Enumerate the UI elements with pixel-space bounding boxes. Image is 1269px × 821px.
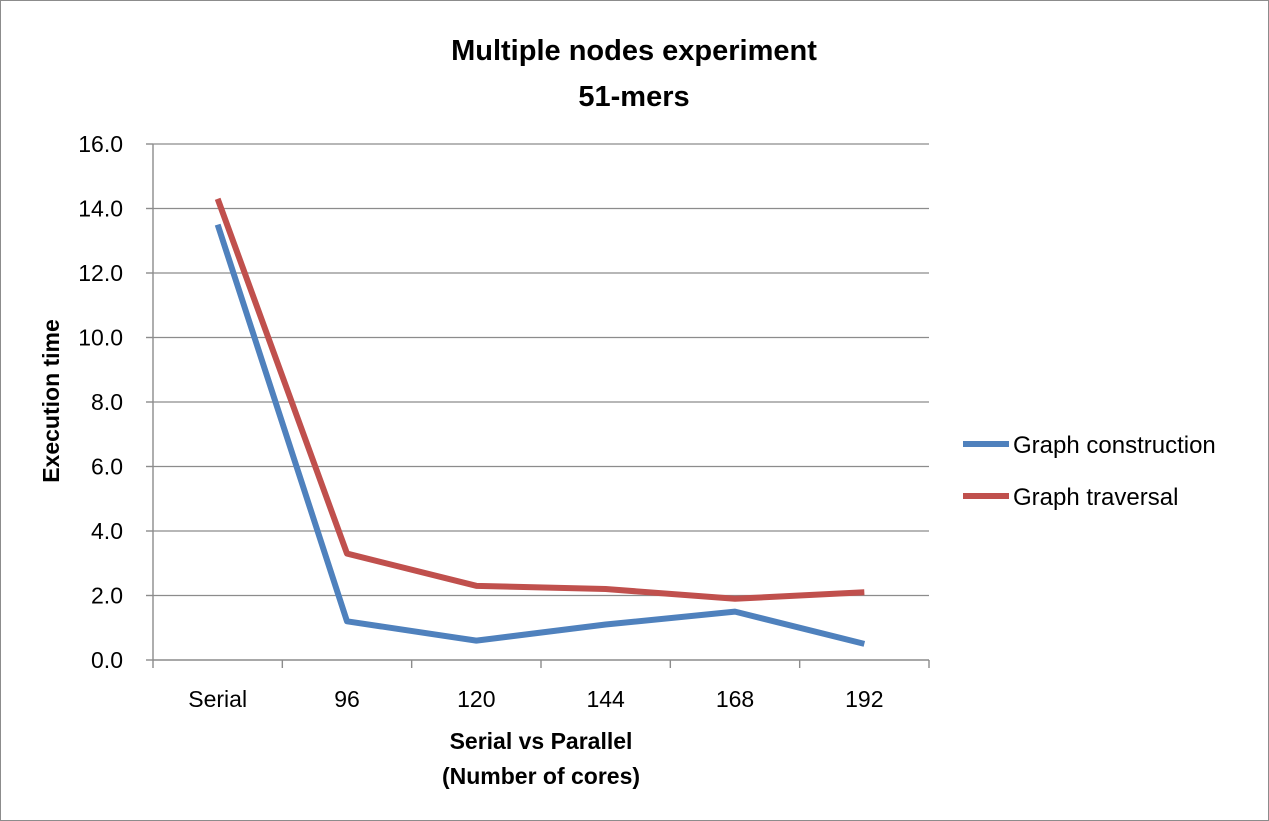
series-line-0 — [214, 223, 866, 647]
x-tick-label: Serial — [188, 686, 247, 712]
y-tick-label: 8.0 — [91, 389, 123, 415]
x-tick-label: 144 — [586, 686, 625, 712]
y-tick-label: 10.0 — [78, 325, 123, 351]
chart-title-line-1: Multiple nodes experiment — [451, 35, 817, 67]
y-tick-label: 4.0 — [91, 518, 123, 544]
series-lines — [214, 197, 866, 647]
y-axis-title: Execution time — [38, 319, 64, 483]
y-tick-label: 0.0 — [91, 647, 123, 673]
x-axis-tick-labels: Serial 96 120 144 168 192 — [188, 686, 883, 712]
y-tick-label: 6.0 — [91, 454, 123, 480]
x-axis-title-line-1: Serial vs Parallel — [450, 728, 633, 754]
axes — [152, 144, 930, 668]
x-tick-label: 120 — [457, 686, 495, 712]
legend-label-1: Graph traversal — [1013, 484, 1178, 511]
x-tick-label: 96 — [334, 686, 360, 712]
x-tick-label: 168 — [716, 686, 754, 712]
y-tick-label: 16.0 — [78, 131, 123, 157]
chart-title-line-2: 51-mers — [578, 81, 689, 113]
legend-label-0: Graph construction — [1013, 432, 1216, 459]
y-tick-label: 12.0 — [78, 260, 123, 286]
y-tick-label: 2.0 — [91, 583, 123, 609]
legend: Graph construction Graph traversal — [963, 432, 1216, 511]
y-axis-tick-labels: 0.0 2.0 4.0 6.0 8.0 10.0 12.0 14.0 16.0 — [78, 131, 123, 673]
y-tick-label: 14.0 — [78, 196, 123, 222]
gridlines — [146, 143, 929, 661]
x-axis-title-line-2: (Number of cores) — [442, 763, 640, 789]
series-line-1 — [214, 197, 865, 602]
x-tick-label: 192 — [845, 686, 883, 712]
